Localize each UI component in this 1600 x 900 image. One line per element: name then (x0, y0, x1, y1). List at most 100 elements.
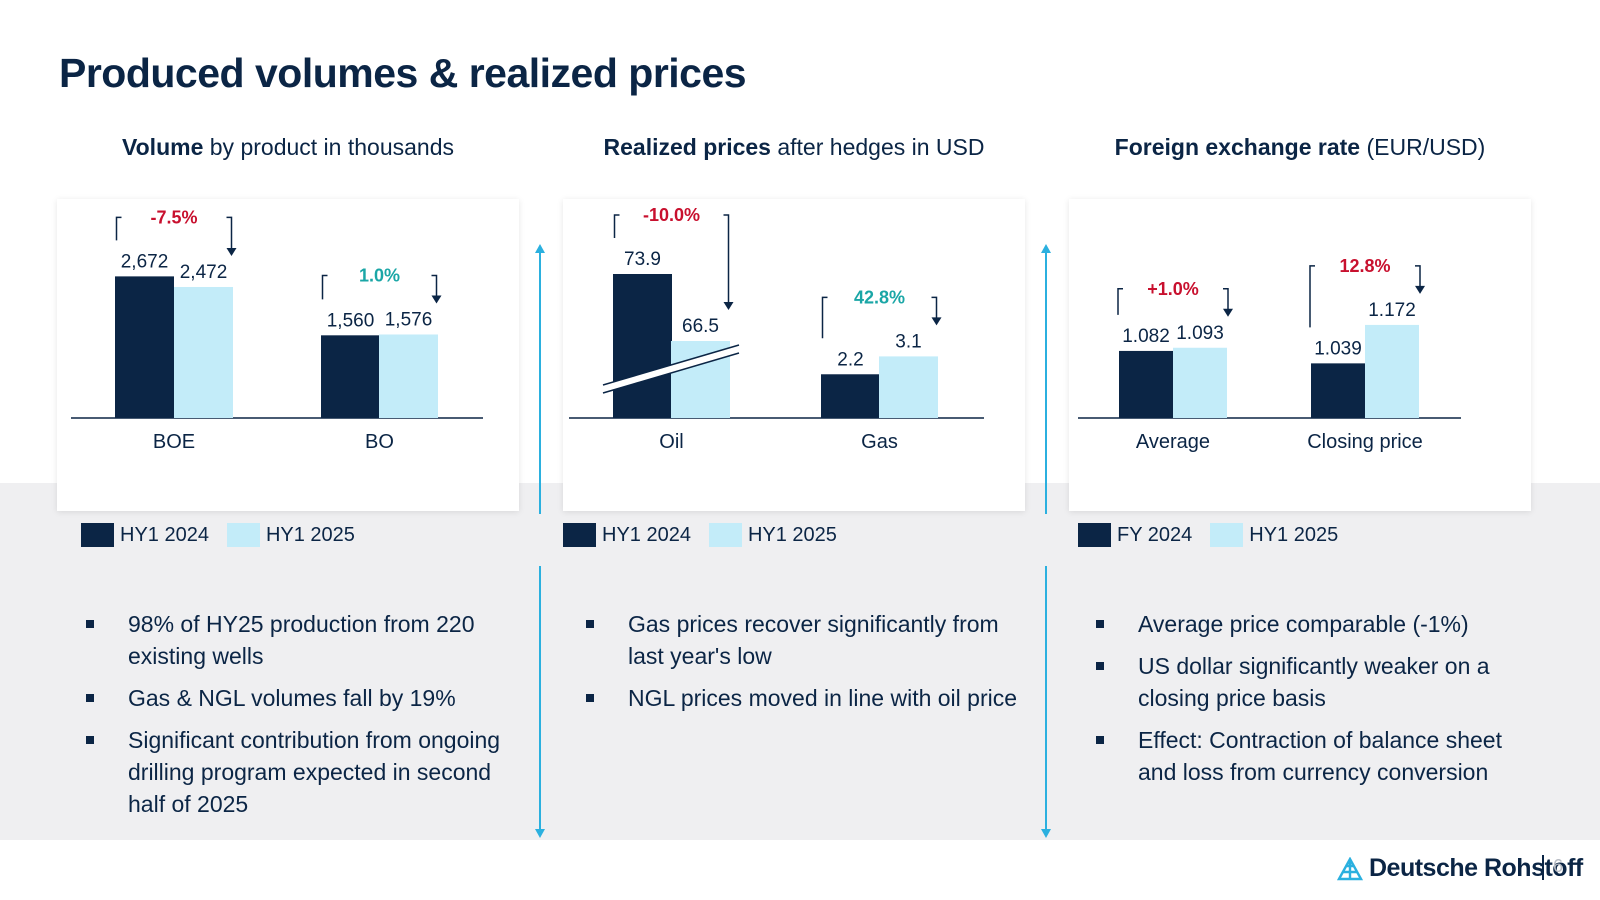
bullet-item: Gas & NGL volumes fall by 19% (85, 682, 515, 714)
value-label: 1,576 (385, 309, 433, 330)
bullet-item: Significant contribution from ongoing dr… (85, 724, 515, 820)
page-number-divider (1542, 855, 1544, 880)
axis-break-line (602, 352, 740, 394)
change-bracket-right (931, 296, 938, 319)
change-arrowhead (723, 302, 734, 310)
legend-label: HY1 2024 (120, 523, 209, 546)
bullet-marker (586, 620, 594, 628)
legend-label: HY1 2024 (602, 523, 691, 546)
legend-swatch-light (1210, 523, 1244, 547)
bullet-item: NGL prices moved in line with oil price (585, 682, 1025, 714)
panel-subtitle-fx: Foreign exchange rate (EUR/USD) (1114, 134, 1486, 160)
company-logo: Deutsche Rohstoff (1337, 854, 1583, 883)
change-arrowhead (1415, 285, 1425, 294)
volume-chart: 2,672 2,472 BOE -7.5% 1,560 1,576 BO 1.0% (71, 207, 483, 453)
bar-hy1-2025-boe (174, 286, 233, 418)
category-label: BO (365, 431, 394, 453)
value-label: 2,672 (121, 251, 169, 272)
axis-break-line (602, 344, 740, 386)
legend-fx: FY 2024 HY1 2025 (1078, 522, 1356, 548)
bottom-band (0, 483, 1600, 840)
change-bracket-left (821, 296, 828, 339)
bar-fy-2024-average (1119, 350, 1173, 418)
bar-hy1-2025-gas (879, 356, 938, 418)
bullet-marker (1096, 620, 1104, 628)
legend-item: FY 2024 (1078, 523, 1192, 547)
bar-fy-2024-closing-price (1311, 363, 1365, 418)
axis-break-gap (603, 345, 739, 393)
change-bracket-right (226, 216, 233, 249)
page-number: 6 (1553, 856, 1564, 876)
bullet-item: 98% of HY25 production from 220 existing… (85, 608, 515, 672)
bar-hy1-2024-gas (821, 374, 880, 418)
change-bracket-right (1223, 288, 1229, 310)
change-bracket-left (613, 214, 620, 238)
legend-item: HY1 2025 (708, 523, 837, 547)
bullet-item: Gas prices recover significantly from la… (585, 608, 1025, 672)
bullet-item: Effect: Contraction of balance sheet and… (1095, 724, 1535, 788)
change-bracket-left (1117, 288, 1123, 315)
bar-hy1-2025-average (1173, 347, 1227, 418)
legend-label: HY1 2025 (1249, 523, 1339, 546)
legend-label: HY1 2025 (265, 523, 355, 546)
change-arrowhead (1223, 308, 1233, 317)
change-label: 12.8% (1339, 256, 1390, 276)
change-label: -7.5% (150, 207, 197, 227)
logo-text: Deutsche Rohstoff (1369, 854, 1583, 882)
change-arrowhead (226, 247, 237, 256)
panel-subtitle-volume: Volume by product in thousands (122, 134, 454, 160)
bullet-marker (586, 694, 594, 702)
chart-card-fx: 1.082 1.093 Average +1.0% 1.039 1.172 Closing … (1069, 199, 1531, 511)
chart-card-volume: 2,672 2,472 BOE -7.5% 1,560 1,576 BO 1.0% (57, 199, 519, 511)
category-label: Average (1136, 431, 1210, 453)
bullet-marker (1096, 662, 1104, 670)
page-title: Produced volumes & realized prices (59, 50, 747, 96)
value-label: 1.093 (1176, 323, 1224, 344)
bar-hy1-2024-oil (613, 274, 672, 418)
panel-subtitle-prices: Realized prices after hedges in USD (603, 134, 985, 160)
change-arrowhead (431, 295, 442, 304)
bullet-list-volume: 98% of HY25 production from 220 existing… (85, 608, 515, 830)
value-label: 2,472 (180, 262, 228, 283)
bullet-marker (86, 620, 94, 628)
bullet-marker (86, 736, 94, 744)
change-bracket-right (1415, 265, 1421, 287)
legend-item: HY1 2025 (226, 523, 355, 547)
separator-line-1 (535, 244, 545, 838)
legend-item: HY1 2024 (563, 523, 691, 547)
derrick-logo-icon (1337, 856, 1363, 880)
change-arrowhead (931, 317, 942, 326)
value-label: 73.9 (624, 249, 661, 270)
change-label: 42.8% (854, 287, 905, 307)
legend-swatch-light (226, 523, 260, 547)
category-label: Oil (659, 431, 683, 453)
separator-line-2 (1041, 244, 1051, 838)
legend-swatch-dark (563, 523, 596, 547)
category-label: BOE (153, 431, 195, 453)
value-label: 1.082 (1122, 326, 1170, 347)
bar-hy1-2024-boe (115, 276, 174, 418)
change-label: +1.0% (1147, 279, 1199, 299)
bar-hy1-2024-bo (321, 335, 380, 418)
change-bracket-left (1309, 265, 1315, 328)
fx-chart: 1.082 1.093 Average +1.0% 1.039 1.172 Closing … (1078, 256, 1461, 453)
change-bracket-right (431, 274, 438, 297)
value-label: 1.172 (1368, 300, 1416, 321)
change-bracket-left (115, 216, 122, 241)
bullet-marker (86, 694, 94, 702)
legend-item: HY1 2025 (1210, 523, 1338, 547)
legend-volume: HY1 2024 HY1 2025 (81, 522, 373, 548)
category-label: Gas (861, 431, 898, 453)
legend-swatch-light (708, 523, 742, 547)
legend-prices: HY1 2024 HY1 2025 (563, 522, 855, 548)
legend-label: HY1 2025 (747, 523, 837, 546)
bar-hy1-2025-bo (379, 334, 438, 418)
value-label: 1.039 (1314, 338, 1362, 359)
bullet-marker (1096, 736, 1104, 744)
legend-label: FY 2024 (1117, 523, 1193, 546)
value-label: 1,560 (327, 310, 375, 331)
category-label: Closing price (1307, 431, 1423, 453)
bullet-item: US dollar significantly weaker on a clos… (1095, 650, 1535, 714)
value-label: 2.2 (837, 349, 863, 370)
bullet-list-prices: Gas prices recover significantly from la… (585, 608, 1025, 724)
